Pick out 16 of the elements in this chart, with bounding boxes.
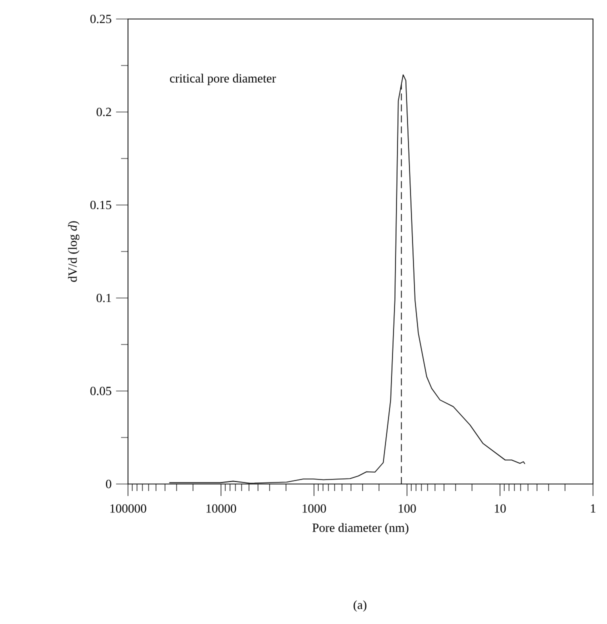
x-axis-title: Pore diameter (nm) — [312, 523, 408, 534]
y-tick-label: 0.25 — [90, 14, 112, 24]
annotation: critical pore diameter — [170, 74, 276, 86]
y-tick-label: 0 — [106, 480, 112, 488]
x-tick-label: 1000 — [302, 504, 326, 513]
x-tick-label: 1 — [590, 504, 596, 513]
x-tick-label: 10000 — [206, 504, 236, 513]
y-tick-label: 0.1 — [96, 294, 111, 302]
text: (a) — [354, 600, 366, 612]
x-tick-label: 100 — [398, 504, 416, 513]
y-axis-title: dV/d (log d) — [68, 221, 80, 282]
y-tick-label: 0.15 — [90, 200, 112, 210]
x-tick-label: 100000 — [110, 504, 146, 513]
x-tick-label: 10 — [494, 504, 506, 513]
y-tick-label: 0.2 — [96, 108, 112, 116]
y-tick-label: 0.05 — [90, 386, 112, 396]
